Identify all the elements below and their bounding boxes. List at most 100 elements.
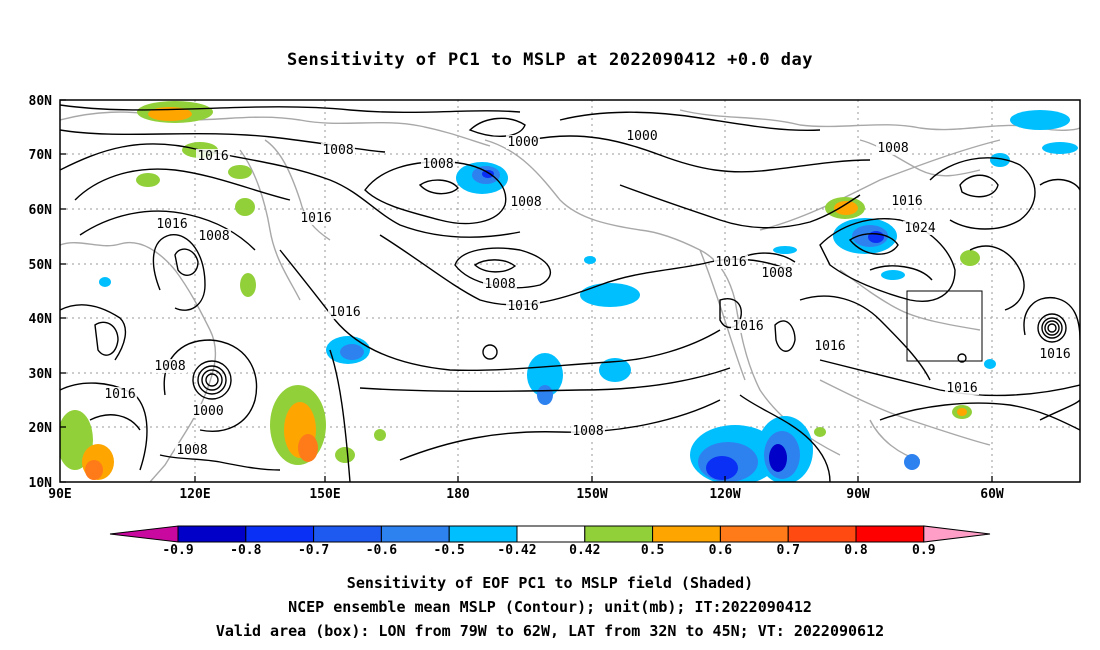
colorbar-tick-label: -0.6: [365, 543, 398, 558]
contour-label: 1000: [626, 129, 657, 144]
contour-label: 1008: [154, 359, 185, 374]
lat-label: 60N: [29, 203, 53, 218]
lat-label: 70N: [29, 148, 53, 163]
contour-label-bg: [509, 195, 543, 209]
lon-label: 60W: [980, 487, 1004, 502]
contour-label-bg: [175, 443, 209, 457]
lon-label: 150E: [309, 487, 340, 502]
contour-label-bg: [731, 319, 765, 333]
contour-label: 1008: [761, 266, 792, 281]
contour-label-bg: [813, 339, 847, 353]
contour-label: 1016: [197, 149, 228, 164]
valid-area-box: [906, 290, 983, 362]
lon-label: 180: [446, 487, 470, 502]
colorbar-tick-label: -0.9: [162, 543, 194, 558]
lat-label: 30N: [29, 367, 53, 382]
contour-label-bg: [571, 424, 605, 438]
contour-label: 1000: [507, 135, 538, 150]
longitude-labels: 90E 120E 150E 180 150W 120W 90W 60W: [48, 487, 1004, 502]
lat-label: 10N: [29, 476, 53, 491]
contour-label: 1008: [877, 141, 908, 156]
contour-label: 1008: [422, 157, 453, 172]
contour-label: 1016: [715, 255, 746, 270]
contour-label: 1024: [904, 221, 935, 236]
lon-label: 90W: [846, 487, 870, 502]
lat-label: 50N: [29, 258, 53, 273]
colorbar-segment: [584, 525, 654, 543]
contour-label: 1016: [891, 194, 922, 209]
contour-label-bg: [890, 194, 924, 208]
caption-line-2: NCEP ensemble mean MSLP (Contour); unit(…: [288, 598, 812, 616]
contour-label-bg: [421, 157, 455, 171]
colorbar-segment: [787, 525, 857, 543]
colorbar-segment: [652, 525, 721, 543]
colorbar-tick-label: -0.42: [497, 543, 537, 558]
chart-title: Sensitivity of PC1 to MSLP at 2022090412…: [286, 50, 813, 70]
contour-label: 1008: [322, 143, 353, 158]
colorbar-extension-low: [109, 525, 179, 543]
colorbar-segment: [448, 525, 518, 543]
colorbar-tick-label: -0.7: [297, 543, 330, 558]
contour-label-bg: [191, 404, 225, 418]
contour-label: 1008: [510, 195, 541, 210]
contour-label-bg: [506, 299, 540, 313]
lat-label: 20N: [29, 421, 53, 436]
colorbar-tick-label: 0.6: [708, 543, 733, 558]
colorbar: [109, 525, 991, 543]
contour-label-bg: [945, 381, 979, 395]
contour-label: 1016: [104, 387, 135, 402]
lat-label: 40N: [29, 312, 53, 327]
contour-label-bg: [153, 359, 187, 373]
contour-label-bg: [299, 211, 333, 225]
axis-ticks: [60, 99, 993, 483]
colorbar-tick-label: 0.9: [912, 543, 936, 558]
contour-label-bg: [506, 135, 540, 149]
contour-label-bg: [321, 143, 355, 157]
colorbar-segment: [177, 525, 247, 543]
colorbar-segment: [719, 525, 789, 543]
negative-sensitivity-shading: [99, 110, 1078, 482]
plot-frame: [59, 99, 1081, 483]
contour-label: 1016: [946, 381, 977, 396]
lon-label: 150W: [576, 487, 607, 502]
contour-label: 1016: [1039, 347, 1070, 362]
colorbar-tick-label: -0.5: [433, 543, 465, 558]
contour-label-bg: [103, 387, 137, 401]
lon-label: 120W: [709, 487, 740, 502]
caption-line-1: Sensitivity of EOF PC1 to MSLP field (Sh…: [346, 574, 754, 592]
colorbar-tick-label: 0.42: [569, 543, 601, 558]
contour-label: 1008: [572, 424, 603, 439]
contour-label: 1008: [198, 229, 229, 244]
contour-label: 1016: [156, 217, 187, 232]
positive-sensitivity-shading: [60, 101, 980, 480]
colorbar-segment: [313, 525, 382, 543]
contour-label-bg: [155, 217, 189, 231]
mslp-contours: [60, 104, 1080, 482]
colorbar-tick-label: 0.5: [640, 543, 665, 558]
contour-label: 1016: [507, 299, 538, 314]
contour-label-bg: [876, 141, 910, 155]
contour-label-bg: [714, 255, 748, 269]
contour-label: 1016: [329, 305, 360, 320]
caption-line-3: Valid area (box): LON from 79W to 62W, L…: [215, 622, 885, 640]
contour-label: 1016: [732, 319, 763, 334]
colorbar-segment: [855, 525, 925, 543]
colorbar-segment: [380, 525, 450, 543]
colorbar-tick-label: 0.8: [844, 543, 868, 558]
contour-label-bg: [197, 229, 231, 243]
contour-label: 1000: [192, 404, 223, 419]
contour-label-bg: [483, 277, 517, 291]
contour-label: 1016: [300, 211, 331, 226]
colorbar-tick-label: 0.7: [776, 543, 800, 558]
contour-label: 1016: [814, 339, 845, 354]
contour-label-bg: [1038, 347, 1072, 361]
contour-label-bg: [328, 305, 362, 319]
contour-label-bg: [625, 129, 659, 143]
lon-label: 120E: [179, 487, 210, 502]
lon-label: 90E: [48, 487, 71, 502]
lat-label: 80N: [29, 94, 53, 109]
colorbar-segment: [245, 525, 315, 543]
colorbar-extension-high: [923, 525, 991, 543]
contour-labels: 1016 1008 1008 1000 1000 1008 1008 1016 1016 1008…: [103, 129, 1072, 458]
